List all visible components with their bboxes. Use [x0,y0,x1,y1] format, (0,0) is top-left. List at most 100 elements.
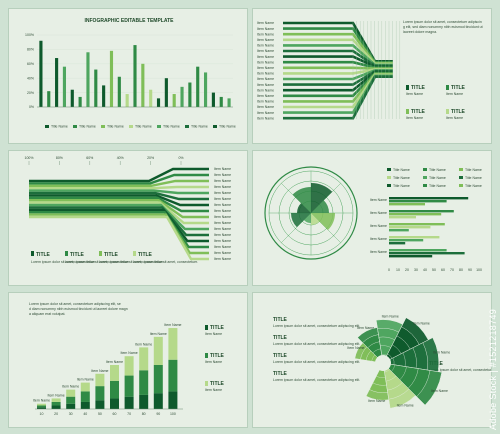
x-tick-label: 20% [147,156,154,160]
slice-label: Item Name [397,404,414,408]
legend-label: Title Name [393,184,410,188]
radar-wedge [311,213,320,225]
stacked-bar-segment [124,356,134,376]
series-label: Item Name [214,173,231,177]
fan-chart-panel: TITLE Lorem ipsum dolor sit amet, consect… [252,292,492,428]
bar [141,63,145,107]
radar-wedge [311,200,329,213]
series-label: Item Name [214,221,231,225]
title-label: TITLE [210,325,225,331]
bar-label: Item Name [164,323,181,327]
legend-label: Title Name [107,125,124,129]
bar [78,96,82,107]
slice-label: Item Name [368,399,385,403]
item-label: Item Name [370,250,387,254]
y-tick-label: 80% [27,48,34,52]
title-note: Lorem ipsum dolor sit amet, consectetuer… [429,368,492,372]
stacked-bar-segment [153,336,163,365]
title-note: Lorem ipsum dolor sit amet, consectetuer… [273,342,360,346]
radar-wedge [311,183,333,213]
item-label: Item Name [370,211,387,215]
title-marker [133,251,136,256]
bar [94,69,98,107]
bar [227,98,231,107]
title-label: TITLE [273,371,288,377]
x-tick-label: 20 [405,268,409,272]
x-tick-label: 60% [86,156,93,160]
series-label: Item Name [214,197,231,201]
legend-swatch [459,184,463,187]
radar-wedge [311,213,335,230]
title-marker [65,251,68,256]
series-label: Item Name [214,185,231,189]
series-label: Item Name [214,257,231,261]
bar [47,91,51,107]
title-label: TITLE [451,85,466,91]
bar [164,78,168,107]
stacked-bar-segment [66,389,76,397]
hbar [389,213,442,216]
series-label: Item Name [257,116,274,120]
title-note: Item Name [205,388,222,392]
legend-swatch [387,176,391,179]
title-label: TITLE [138,252,153,258]
title-label: TITLE [36,252,51,258]
series-label: Item Name [214,245,231,249]
slice-label: Item Name [413,322,430,326]
stacked-bar-segment [80,391,90,402]
bar [156,98,161,107]
legend-swatch [129,125,133,128]
series-label: Item Name [214,251,231,255]
slice-label: Item Name [433,351,450,355]
bar [117,76,121,107]
title-label: TITLE [273,317,288,323]
y-tick-label: 40% [27,76,34,80]
hbar [389,200,447,203]
x-tick-label: 70 [127,412,131,416]
x-tick-label: 80 [459,268,463,272]
series-label: Item Name [214,215,231,219]
title-note: Lorem ipsum dolor sit amet, consectetuer… [133,260,198,264]
series-line [29,206,209,237]
stacked-bar-segment [95,386,105,401]
series-label: Item Name [257,60,274,64]
stacked-bar-segment [139,347,149,371]
bar [172,94,176,107]
slice-label: Item Name [382,314,399,318]
x-tick-label: 60 [441,268,445,272]
legend-swatch [73,125,77,128]
hbar [389,242,406,245]
legend-swatch [387,184,391,187]
x-tick-label: 80 [142,412,146,416]
series-line [29,167,209,183]
radar-wedge [297,203,311,213]
stacked-bar-segment [95,400,105,409]
bar [70,89,74,107]
bar-chart-svg: INFOGRAPHIC EDITABLE TEMPLATE 0% 20% 40% 60%… [25,18,236,129]
bar [125,94,129,107]
percent-lines-svg: 100% 80% 60% 40% 20% 0% Item Name Item Name Item… [25,156,232,264]
stacked-bar-segment [66,403,76,409]
item-label: Item Name [370,198,387,202]
bar [149,89,153,107]
series-label: Item Name [257,66,274,70]
paragraph-text: Lorem ipsum dolor sit amet, consectetuer… [403,20,482,24]
x-tick-label: 10 [396,268,400,272]
series-line [29,194,209,207]
series-line [29,185,209,190]
legend-label: Title Name [191,125,208,129]
legend-swatch [459,176,463,179]
x-tick-label: 90 [156,412,160,416]
radar-wedge [291,213,311,228]
hbar [389,249,447,252]
x-tick-label: 80% [56,156,63,160]
x-tick-label: 60 [113,412,117,416]
legend-label: Title Name [393,168,410,172]
bar-label: Item Name [62,385,79,389]
x-tick-label: 40 [423,268,427,272]
title-label: TITLE [411,85,426,91]
series-label: Item Name [257,32,274,36]
converging-lines-panel: Item Name Item Name Item Name Item Name Item… [252,8,492,144]
bar [86,52,90,107]
legend-swatch [185,125,189,128]
